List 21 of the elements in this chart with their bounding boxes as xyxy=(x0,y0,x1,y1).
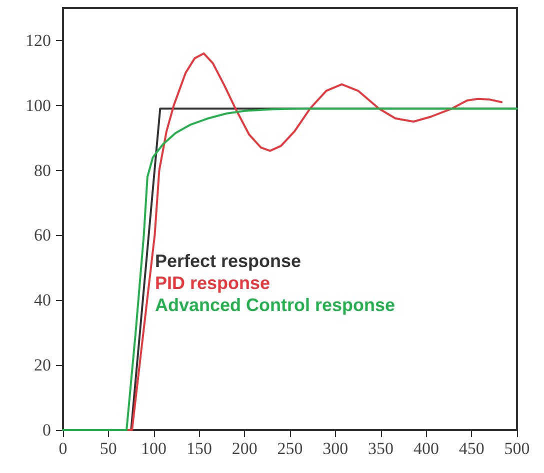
x-tick-label: 50 xyxy=(100,439,117,458)
y-tick-label: 80 xyxy=(34,160,51,180)
y-tick-label: 20 xyxy=(34,356,51,375)
y-tick-label: 120 xyxy=(26,30,51,50)
x-tick-label: 0 xyxy=(58,439,68,458)
series-label: Perfect response xyxy=(155,251,302,271)
x-tick-label: 300 xyxy=(322,439,348,458)
x-tick-label: 400 xyxy=(413,439,439,458)
x-tick-label: 500 xyxy=(504,439,530,458)
y-tick-label: 60 xyxy=(34,226,51,245)
x-tick-label: 450 xyxy=(458,439,484,458)
x-tick-label: 150 xyxy=(186,439,212,458)
y-tick-label: 40 xyxy=(34,290,51,310)
x-tick-label: 200 xyxy=(232,439,258,458)
series-label: PID response xyxy=(155,273,270,293)
y-tick-label: 100 xyxy=(26,96,51,115)
x-tick-label: 100 xyxy=(141,439,167,458)
y-tick-label: 0 xyxy=(42,420,51,440)
x-tick-label: 250 xyxy=(277,439,303,458)
series-label: Advanced Control response xyxy=(155,295,396,315)
x-tick-label: 350 xyxy=(368,439,394,458)
